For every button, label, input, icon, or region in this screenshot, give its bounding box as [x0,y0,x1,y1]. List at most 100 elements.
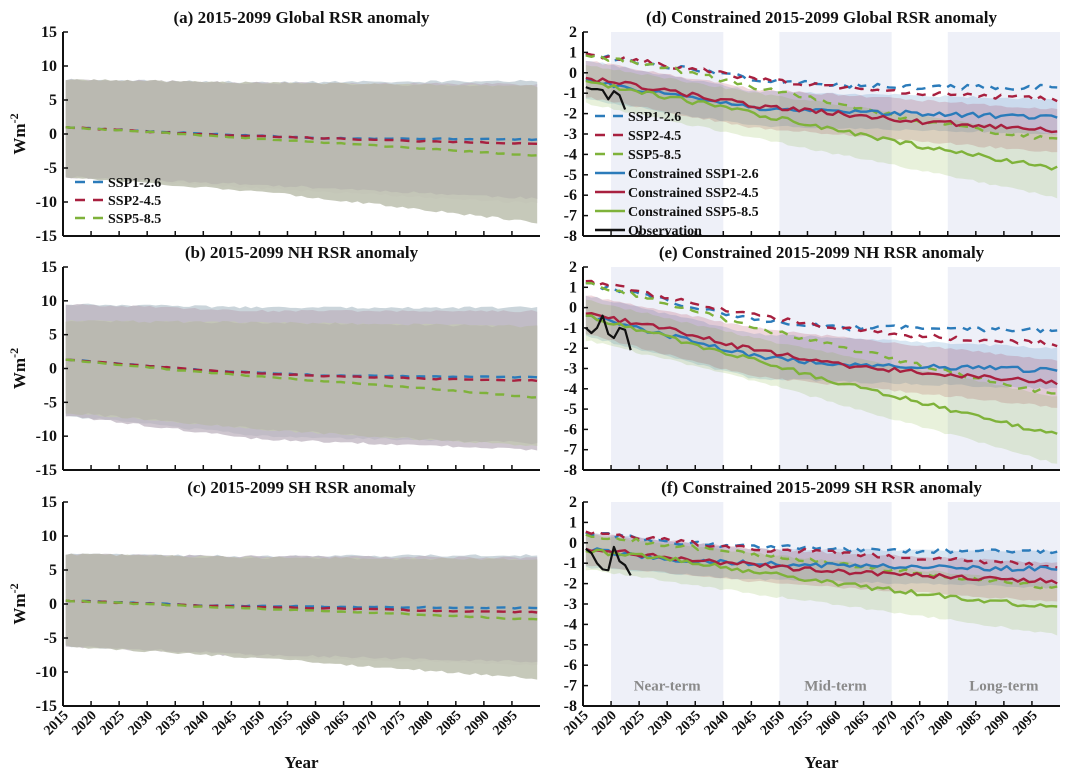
y-tick-label: -5 [44,630,57,647]
panel-title: (e) Constrained 2015-2099 NH RSR anomaly [659,243,985,262]
x-tick-label: 2090 [982,708,1012,738]
y-tick-label: -1 [564,320,577,337]
y-tick-label: -8 [564,462,577,479]
y-tick-label: -10 [36,664,57,681]
y-axis-label-exponent: -2 [7,583,21,593]
series-line-constrained-ssp1-2-6 [585,547,1058,572]
y-tick-label: -7 [564,208,577,225]
series-line-ssp5-8-5 [585,53,1058,140]
legend-label: SSP5-8.5 [628,148,681,163]
y-tick-label: -4 [564,381,577,398]
band-overlap [65,320,538,445]
y-tick-label: 0 [49,596,57,613]
y-tick-label: 15 [41,259,57,276]
y-tick-label: -2 [564,576,577,593]
x-tick-label: 2035 [674,708,704,738]
x-tick-label: 2075 [378,708,408,738]
y-tick-label: -4 [564,616,577,633]
panel-title: (b) 2015-2099 NH RSR anomaly [185,243,419,262]
y-axis-label: Wm-2 [7,113,29,154]
y-tick-label: 5 [49,92,57,109]
y-tick-label: 1 [569,44,577,61]
y-tick-label: -10 [36,194,57,211]
series-line-constrained-ssp2-4-5 [585,312,1058,386]
x-tick-label: 2060 [814,708,844,738]
x-tick-label: 2060 [294,708,324,738]
x-tick-label: 2030 [126,708,156,738]
legend-label: Constrained SSP5-8.5 [628,205,759,220]
band-constrained-ssp1-2-6 [585,60,1058,135]
series-line-ssp2-4-5 [585,52,1058,103]
y-tick-label: -6 [564,421,577,438]
y-tick-label: -15 [36,698,57,715]
y-tick-label: -7 [564,678,577,695]
series-line-ssp2-4-5 [585,530,1058,569]
period-shade-mid-term [779,502,892,706]
x-tick-label: 2065 [842,708,872,738]
y-tick-label: -5 [564,167,577,184]
x-tick-label: 2055 [786,708,816,738]
period-shade-near-term [611,32,724,236]
panel-c: (c) 2015-2099 SH RSR anomaly -15 -10 -5 0 5 10… [7,478,540,772]
legend: SSP1-2.6 SSP2-4.5 SSP5-8.5 Constrained SSP1… [595,110,759,239]
y-tick-label: -5 [44,160,57,177]
x-tick-label: 2085 [954,708,984,738]
x-tick-label: 2045 [730,708,760,738]
panel-d: (d) Constrained 2015-2099 Global RSR ano… [564,8,1060,245]
period-shade-long-term [947,32,1060,236]
y-tick-label: -6 [564,657,577,674]
y-tick-label: -6 [564,187,577,204]
series-line-observation [585,545,632,576]
x-axis-label: Year [805,753,839,772]
panel-title: (d) Constrained 2015-2099 Global RSR ano… [646,8,997,27]
y-tick-label: 5 [49,327,57,344]
band-overlap [65,553,538,663]
x-tick-label: 2020 [589,708,619,738]
band-constrained-ssp5-8-5 [585,299,1058,464]
legend-label: SSP5-8.5 [108,212,161,227]
x-tick-label: 2070 [350,708,380,738]
band-constrained-ssp1-2-6 [585,295,1058,390]
legend-label: Observation [628,224,702,239]
y-tick-label: 2 [569,259,577,276]
legend-label: Constrained SSP2-4.5 [628,186,759,201]
panel-e: (e) Constrained 2015-2099 NH RSR anomaly… [564,243,1060,479]
y-tick-label: 10 [41,528,57,545]
panel-f: (f) Constrained 2015-2099 SH RSR anomaly… [561,478,1060,772]
legend: SSP1-2.6 SSP2-4.5 SSP5-8.5 [75,176,161,227]
panel-b: (b) 2015-2099 NH RSR anomaly -15 -10 -5 0 5 10… [7,243,540,479]
panel-title: (a) 2015-2099 Global RSR anomaly [174,8,430,27]
series-line-constrained-ssp2-4-5 [585,76,1058,134]
x-tick-label: 2080 [406,708,436,738]
y-tick-label: -1 [564,85,577,102]
period-shade-near-term [611,502,724,706]
period-label: Mid-term [804,679,867,695]
x-tick-label: 2030 [646,708,676,738]
series-line-observation [585,86,627,110]
period-label: Long-term [969,679,1039,695]
y-axis-label-base: Wm [10,123,29,154]
y-tick-label: 0 [569,300,577,317]
band-constrained-ssp2-4-5 [585,295,1058,408]
x-tick-label: 2095 [1010,708,1040,738]
y-axis-label-base: Wm [10,593,29,624]
y-tick-label: -8 [564,228,577,245]
x-tick-label: 2050 [758,708,788,738]
x-tick-label: 2045 [210,708,240,738]
x-tick-label: 2075 [898,708,928,738]
y-tick-label: -15 [36,462,57,479]
x-tick-label: 2020 [69,708,99,738]
y-tick-label: 2 [569,24,577,41]
y-tick-label: 5 [49,562,57,579]
y-tick-label: 15 [41,494,57,511]
legend-label: SSP1-2.6 [628,110,681,125]
x-tick-label: 2040 [702,708,732,738]
x-tick-label: 2035 [154,708,184,738]
x-tick-label: 2025 [98,708,128,738]
y-axis-label: Wm-2 [7,348,29,389]
y-tick-label: 10 [41,58,57,75]
x-tick-label: 2055 [266,708,296,738]
series-line-observation [585,314,632,351]
x-tick-label: 2085 [434,708,464,738]
